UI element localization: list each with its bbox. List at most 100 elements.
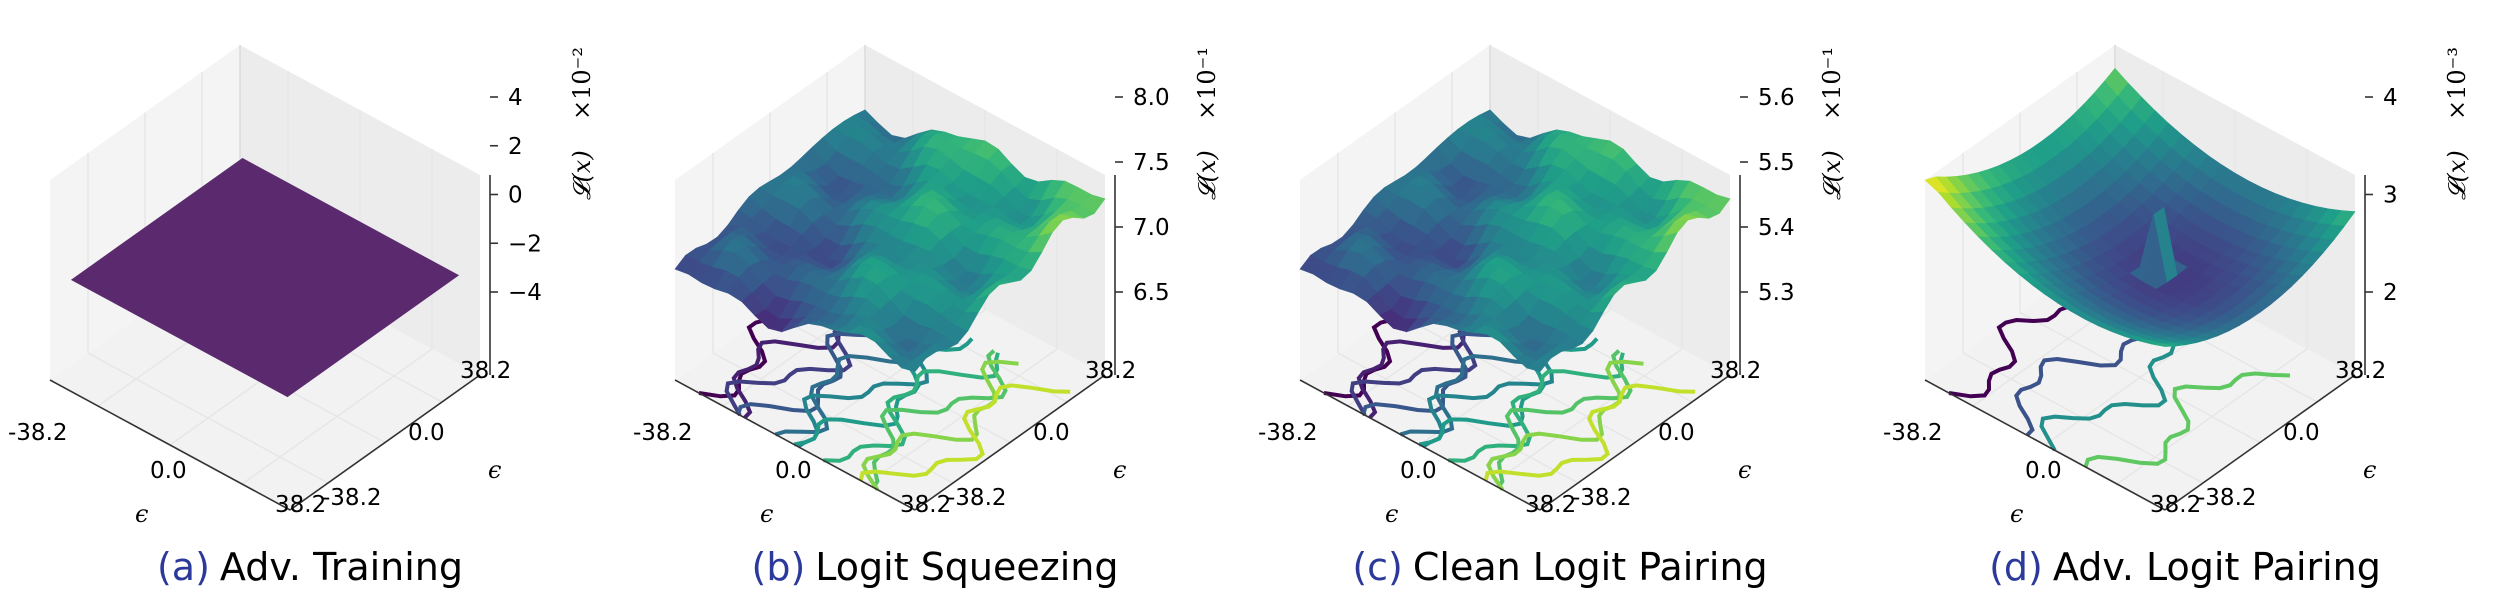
x-tick-label: 38.2 [2150, 492, 2201, 518]
y-axis-label: ϵ [488, 456, 501, 484]
surface [1299, 109, 1731, 372]
panel-title: Adv. Logit Pairing [2053, 545, 2381, 589]
surface-patch [900, 358, 927, 372]
x-tick-label: 38.2 [1525, 492, 1576, 518]
panel-label: (c) [1352, 545, 1403, 589]
grid-line [1394, 311, 1636, 444]
y-tick-label: 0.0 [1658, 420, 1695, 446]
y-tick-label: -38.2 [1572, 485, 1632, 511]
z-axis-label: 𝓛(x) [568, 150, 596, 200]
x-axis-label: ϵ [2010, 500, 2023, 528]
z-axis-label: 𝓛(x) [1818, 150, 1846, 200]
grid-line [769, 311, 1011, 444]
grid-line [2019, 311, 2261, 444]
panel-1: -38.2 0.0 38.2 ϵ -38.2 0.0 38.2 ϵ 4 2 0 −2 −4 𝓛(x) ×10… [8, 45, 596, 589]
z-multiplier: ×10⁻¹ [1818, 47, 1846, 120]
contour-line [1486, 359, 1644, 491]
panel-title: Logit Squeezing [815, 545, 1118, 589]
x-axis-line [1299, 379, 1541, 511]
z-tick-label: 6.5 [1133, 280, 1170, 306]
y-tick-label: 38.2 [1710, 358, 1761, 384]
x-axis-label: ϵ [135, 500, 148, 528]
x-tick-label: 38.2 [275, 492, 326, 518]
y-axis-label: ϵ [2363, 456, 2376, 484]
grid-line [866, 348, 1058, 485]
x-axis-line [49, 379, 291, 511]
z-axis-label: 𝓛(x) [1193, 150, 1221, 200]
y-axis-line [914, 374, 1106, 511]
z-tick-label: 5.3 [1758, 280, 1795, 306]
panel-title: Clean Logit Pairing [1413, 545, 1768, 589]
x-tick-label: -38.2 [1258, 420, 1318, 446]
y-tick-label: 0.0 [408, 420, 445, 446]
x-tick-label: 0.0 [1400, 458, 1437, 484]
y-axis-label: ϵ [1113, 456, 1126, 484]
panel-label: (b) [752, 545, 806, 589]
x-tick-label: -38.2 [633, 420, 693, 446]
panel-title: Adv. Training [220, 545, 463, 589]
y-tick-label: -38.2 [322, 485, 382, 511]
y-tick-label: 38.2 [2335, 358, 2386, 384]
panel-caption: (c) Clean Logit Pairing [1352, 545, 1767, 589]
z-tick-label: 7.0 [1133, 215, 1170, 241]
contour-line [1483, 383, 1696, 482]
z-tick-label: 0 [508, 183, 523, 209]
z-axis-label: 𝓛(x) [2443, 150, 2471, 200]
contour-line [858, 383, 1071, 482]
grid-line [1491, 348, 1683, 485]
z-multiplier: ×10⁻² [568, 47, 596, 120]
panel-3: -38.2 0.0 38.2 ϵ -38.2 0.0 38.2 ϵ 5.6 5.5 5.4 5.3 𝓛(… [1258, 45, 1846, 589]
z-tick-label: 8.0 [1133, 85, 1170, 111]
x-tick-label: 0.0 [775, 458, 812, 484]
x-axis-label: ϵ [1385, 500, 1398, 528]
y-tick-label: -38.2 [2197, 485, 2257, 511]
panel-4: -38.2 0.0 38.2 ϵ -38.2 0.0 38.2 ϵ 4 3 2 𝓛(x) ×10⁻³ (d… [1883, 45, 2471, 589]
y-tick-label: -38.2 [947, 485, 1007, 511]
z-tick-label: −2 [508, 231, 542, 257]
z-tick-label: −4 [508, 280, 542, 306]
panel-label: (d) [1989, 545, 2043, 589]
x-axis-line [674, 379, 916, 511]
panel-label: (a) [157, 545, 210, 589]
panel-2: -38.2 0.0 38.2 ϵ -38.2 0.0 38.2 ϵ 8.0 7.5 7.0 6.5 𝓛(… [633, 45, 1221, 589]
surface [70, 157, 460, 398]
x-tick-label: 0.0 [2025, 458, 2062, 484]
z-multiplier: ×10⁻¹ [1193, 47, 1221, 120]
y-tick-label: 38.2 [1085, 358, 1136, 384]
surface [674, 109, 1106, 372]
contour-line [861, 359, 1019, 491]
contour-line [823, 352, 1000, 463]
panel-caption: (a) Adv. Training [157, 545, 463, 589]
x-axis-label: ϵ [760, 500, 773, 528]
surface-patch [70, 157, 460, 398]
z-tick-label: 5.6 [1758, 85, 1795, 111]
y-axis-line [1539, 374, 1731, 511]
x-tick-label: 0.0 [150, 458, 187, 484]
surface-patch [1525, 358, 1552, 372]
x-tick-label: 38.2 [900, 492, 951, 518]
z-tick-label: 2 [508, 134, 523, 160]
y-axis-line [2164, 374, 2356, 511]
z-tick-label: 3 [2383, 183, 2398, 209]
panel-caption: (b) Logit Squeezing [752, 545, 1119, 589]
surface [1924, 67, 2356, 347]
z-multiplier: ×10⁻³ [2443, 47, 2471, 120]
z-tick-label: 2 [2383, 280, 2398, 306]
x-tick-label: -38.2 [1883, 420, 1943, 446]
z-tick-label: 5.5 [1758, 150, 1795, 176]
z-tick-label: 4 [2383, 85, 2398, 111]
surface-patch [2151, 343, 2176, 347]
grid-line [241, 348, 433, 485]
y-axis-line [289, 374, 481, 511]
z-tick-label: 7.5 [1133, 150, 1170, 176]
y-tick-label: 38.2 [460, 358, 511, 384]
x-axis-line [1924, 379, 2166, 511]
z-tick-label: 4 [508, 85, 523, 111]
y-tick-label: 0.0 [2283, 420, 2320, 446]
panel-caption: (d) Adv. Logit Pairing [1989, 545, 2381, 589]
y-tick-label: 0.0 [1033, 420, 1070, 446]
y-axis-label: ϵ [1738, 456, 1751, 484]
z-tick-label: 5.4 [1758, 215, 1795, 241]
contour-line [2083, 371, 2291, 468]
